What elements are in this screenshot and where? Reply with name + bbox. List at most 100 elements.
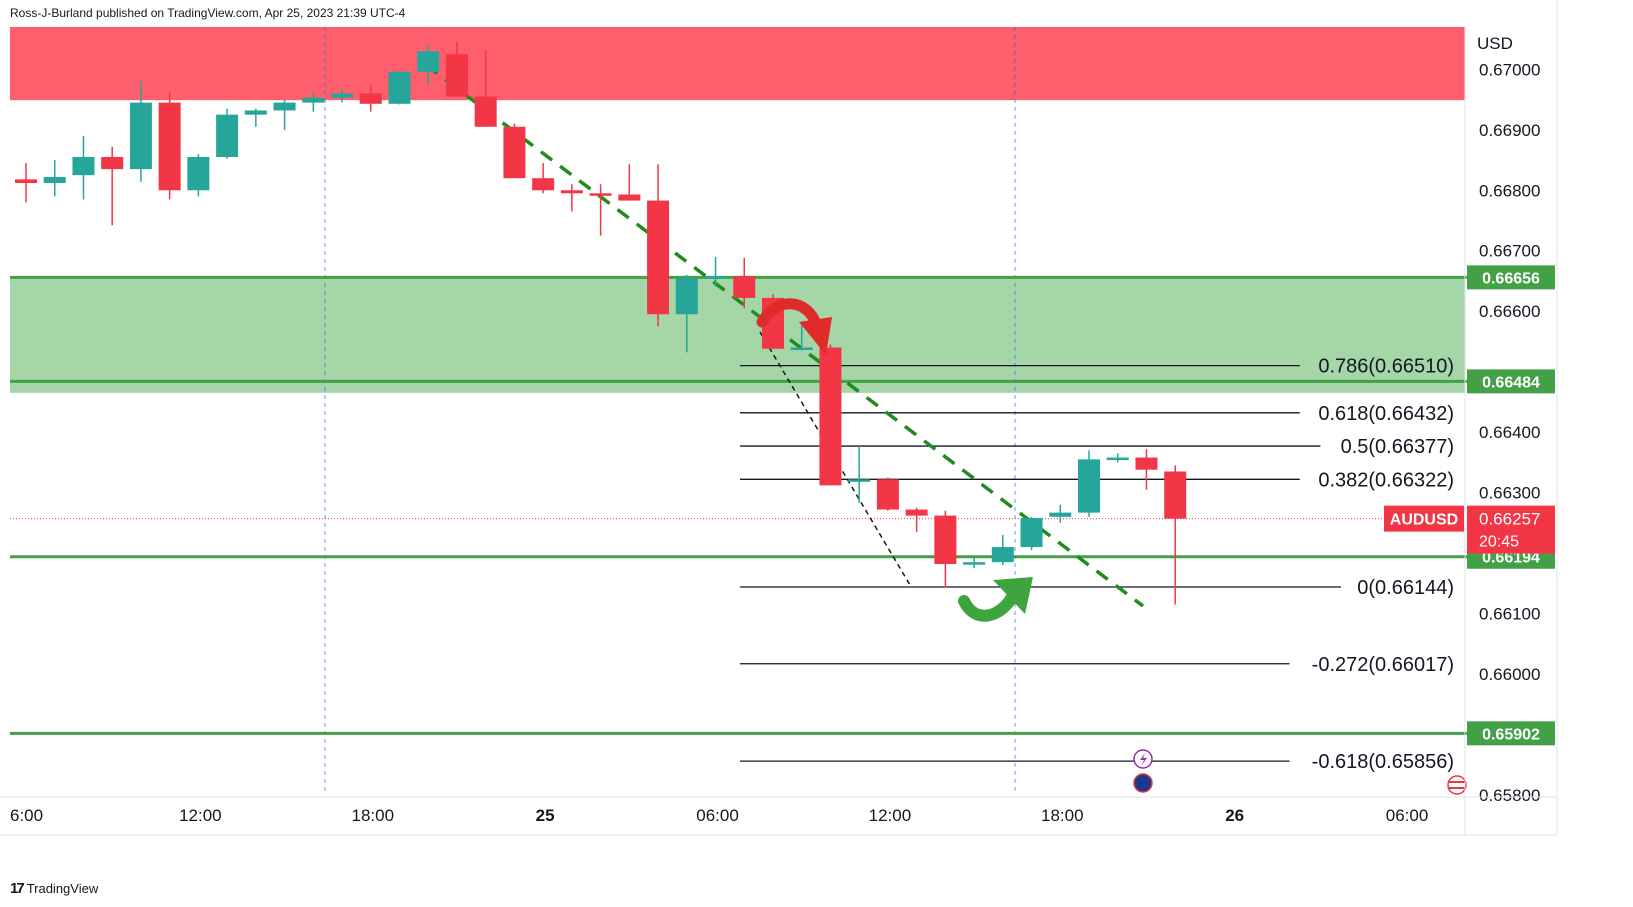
candle-body[interactable] xyxy=(1049,512,1072,517)
candle-body[interactable] xyxy=(876,479,899,510)
usa-flag-icon[interactable] xyxy=(1447,775,1467,795)
candle-body[interactable] xyxy=(417,51,440,72)
time-tick-label: 6:00 xyxy=(10,806,43,825)
green-curved-arrow-head xyxy=(993,577,1033,614)
candle-body[interactable] xyxy=(187,157,210,191)
candle-body[interactable] xyxy=(733,276,756,298)
price-tick-label: 0.66100 xyxy=(1479,605,1540,624)
candle-body[interactable] xyxy=(704,276,727,279)
resistance-zone xyxy=(10,27,1465,101)
time-tick-label: 26 xyxy=(1225,806,1244,825)
price-tick-label: 0.66400 xyxy=(1479,423,1540,442)
fib-level-label: 0.5(0.66377) xyxy=(1341,436,1454,458)
time-tick-label: 06:00 xyxy=(696,806,739,825)
level-badge-label: 0.66656 xyxy=(1482,270,1540,287)
current-price-label: 0.66257 xyxy=(1479,510,1540,529)
fib-level-label: -0.618(0.65856) xyxy=(1312,751,1454,773)
candles-layer xyxy=(15,42,1187,605)
fib-level-label: 0.786(0.66510) xyxy=(1318,356,1454,378)
candle-body[interactable] xyxy=(1106,457,1129,461)
candle-body[interactable] xyxy=(790,347,813,351)
price-tick-label: 0.67000 xyxy=(1479,60,1540,79)
time-tick-label: 25 xyxy=(536,806,555,825)
candle-body[interactable] xyxy=(618,194,641,201)
time-tick-label: 06:00 xyxy=(1386,806,1429,825)
price-tick-label: 0.66000 xyxy=(1479,665,1540,684)
level-badge xyxy=(1467,265,1555,290)
candle-body[interactable] xyxy=(1164,471,1187,519)
candle-body[interactable] xyxy=(388,71,411,104)
time-axis: 6:00 12:00 18:00 25 06:00 12:00 18:00 26 06:00 xyxy=(0,796,1557,836)
red-curved-arrow-shaft xyxy=(756,298,822,330)
fib-level-label: -0.272(0.66017) xyxy=(1312,654,1454,676)
candle-body[interactable] xyxy=(819,347,842,486)
candle-body[interactable] xyxy=(848,479,871,482)
candle-body[interactable] xyxy=(445,54,468,97)
candle-body[interactable] xyxy=(72,157,95,176)
candle-body[interactable] xyxy=(474,96,497,127)
level-badge-label: 0.66194 xyxy=(1482,550,1540,567)
candle-body[interactable] xyxy=(331,93,354,98)
tradingview-logo[interactable]: 17 TradingView xyxy=(10,880,98,897)
candle-body[interactable] xyxy=(216,114,239,158)
candle-body[interactable] xyxy=(647,200,670,315)
zones-layer xyxy=(10,27,1465,393)
green-curved-arrow-shaft xyxy=(958,591,1018,622)
publisher-header: Ross-J-Burland published on TradingView.… xyxy=(10,6,406,20)
price-badges: 0.66656 0.66484 0.66194 0.65902 AUDUSD 0.6625… xyxy=(1384,265,1555,746)
fib-level-label: 0(0.66144) xyxy=(1357,577,1454,599)
candle-body[interactable] xyxy=(244,110,267,115)
candle-body[interactable] xyxy=(273,102,296,111)
time-tick-label: 18:00 xyxy=(351,806,394,825)
candle-body[interactable] xyxy=(934,515,957,564)
candle-body[interactable] xyxy=(1135,457,1158,470)
time-tick-label: 12:00 xyxy=(869,806,912,825)
currency-label: USD xyxy=(1477,34,1513,53)
downtrend-line[interactable] xyxy=(424,63,1145,608)
red-curved-arrow-head xyxy=(799,317,832,355)
time-tick-label: 18:00 xyxy=(1041,806,1084,825)
candle-body[interactable] xyxy=(589,193,612,196)
candle-body[interactable] xyxy=(532,178,555,191)
price-tick-label: 0.66600 xyxy=(1479,302,1540,321)
time-tick-label: 12:00 xyxy=(179,806,222,825)
level-badge-label: 0.65902 xyxy=(1482,726,1540,743)
current-price-badge xyxy=(1467,505,1555,554)
tradingview-logo-icon: 17 xyxy=(10,880,25,897)
candle-body[interactable] xyxy=(15,179,37,184)
level-badge xyxy=(1467,721,1555,746)
lightning-glyph xyxy=(1140,753,1147,766)
candle-body[interactable] xyxy=(991,547,1014,563)
candle-body[interactable] xyxy=(963,562,986,565)
candle-body[interactable] xyxy=(359,93,382,104)
candle-body[interactable] xyxy=(675,277,698,315)
symbol-badge xyxy=(1384,505,1464,532)
price-tick-label: 0.66900 xyxy=(1479,121,1540,140)
candle-body[interactable] xyxy=(503,126,526,179)
price-tick-label: 0.66700 xyxy=(1479,242,1540,261)
arrows-layer xyxy=(756,298,1467,795)
candle-body[interactable] xyxy=(905,509,928,516)
candle-body[interactable] xyxy=(158,102,181,191)
candle-body[interactable] xyxy=(43,176,66,184)
candle-body[interactable] xyxy=(302,97,325,103)
candle-body[interactable] xyxy=(101,157,124,170)
price-tick-label: 0.65800 xyxy=(1479,786,1540,805)
level-badge xyxy=(1467,369,1555,394)
price-tick-label: 0.66800 xyxy=(1479,181,1540,200)
level-badge-label: 0.66484 xyxy=(1482,374,1540,391)
candle-body[interactable] xyxy=(560,190,583,194)
vertical-separators xyxy=(324,27,1016,795)
candle-body[interactable] xyxy=(1020,518,1043,548)
candle-body[interactable] xyxy=(129,102,152,170)
fib-level-label: 0.382(0.66322) xyxy=(1318,469,1454,491)
fibonacci-layer: 0.786(0.66510) 0.618(0.66432) 0.5(0.66377)… xyxy=(740,356,1454,773)
price-tick-label: 0.66300 xyxy=(1479,484,1540,503)
fib-level-label: 0.618(0.66432) xyxy=(1318,403,1454,425)
candle-body[interactable] xyxy=(1078,459,1101,513)
tradingview-logo-text: TradingView xyxy=(26,881,99,896)
australia-flag-icon[interactable] xyxy=(1133,773,1153,793)
countdown-label: 20:45 xyxy=(1479,534,1519,551)
horizontal-levels-layer xyxy=(10,275,1467,735)
